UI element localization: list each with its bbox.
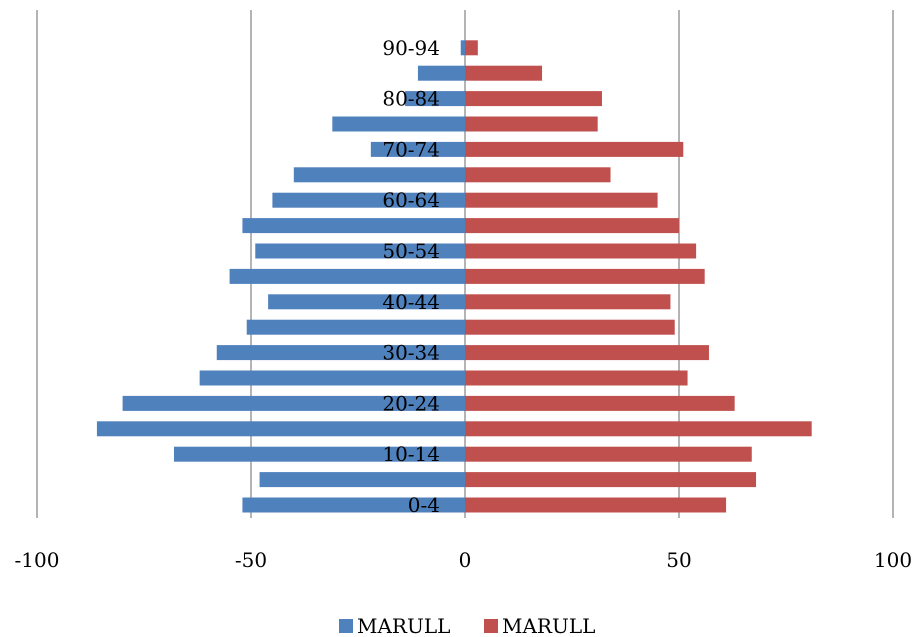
bar-series0-25-29 [199, 370, 465, 386]
bar-series0-80-84 [405, 91, 465, 107]
bar-series0-45-49 [229, 268, 465, 284]
category-label: 80-84 [382, 87, 440, 111]
bar-series1-65-69 [465, 167, 611, 183]
bar-series1-75-79 [465, 116, 598, 132]
bar-series1-55-59 [465, 218, 679, 234]
bar-series1-0-4 [465, 497, 727, 513]
category-label: 90-94 [382, 36, 440, 60]
bar-series1-40-44 [465, 294, 671, 310]
bar-series1-60-64 [465, 192, 658, 208]
x-tick-label: -50 [235, 548, 267, 572]
bar-series0-65-69 [293, 167, 465, 183]
category-label: 30-34 [382, 341, 440, 365]
bar-series0-85-89 [417, 65, 465, 81]
legend: MARULL MARULL [339, 614, 595, 637]
category-label: 50-54 [382, 239, 440, 263]
bar-series0-55-59 [242, 218, 465, 234]
bar-series1-35-39 [465, 319, 675, 335]
bar-series1-25-29 [465, 370, 688, 386]
bar-series0-40-44 [268, 294, 465, 310]
category-label: 0-4 [408, 493, 440, 517]
category-labels: 0-4 10-14 20-24 30-34 40-44 50-54 60-64 70-74 80… [382, 36, 440, 517]
bar-series1-20-24 [465, 395, 735, 411]
bar-series0-75-79 [332, 116, 465, 132]
bar-series0-0-4 [242, 497, 465, 513]
bar-series0-70-74 [370, 141, 465, 157]
bar-series1-10-14 [465, 446, 752, 462]
x-tick-label: 0 [459, 548, 472, 572]
bar-series0-15-19 [96, 421, 466, 437]
category-label: 60-64 [382, 188, 440, 212]
category-label: 10-14 [382, 442, 440, 466]
bar-series1-80-84 [465, 91, 602, 107]
bar-series1-15-19 [465, 421, 812, 437]
bar-series1-45-49 [465, 268, 705, 284]
series-left-bars [96, 40, 466, 513]
series-right-bars [465, 40, 812, 513]
bar-series0-10-14 [173, 446, 465, 462]
category-label: 20-24 [382, 391, 440, 415]
legend-label: MARULL [502, 614, 595, 637]
grid-lines [36, 10, 894, 518]
bar-series0-50-54 [255, 243, 465, 259]
x-tick-label: 50 [666, 548, 691, 572]
bar-series0-35-39 [246, 319, 465, 335]
bar-series0-20-24 [122, 395, 465, 411]
x-tick-label: -100 [15, 548, 60, 572]
bar-series1-5-9 [465, 472, 757, 488]
bar-series1-85-89 [465, 65, 543, 81]
x-tick-label: 100 [874, 548, 912, 572]
bar-series1-90-94 [465, 40, 478, 56]
x-tick-labels: -100 -50 0 50 100 [15, 548, 913, 572]
category-label: 40-44 [382, 290, 440, 314]
bar-series0-5-9 [259, 472, 465, 488]
category-label: 70-74 [382, 137, 440, 161]
bar-series1-70-74 [465, 141, 684, 157]
legend-swatch [339, 619, 353, 633]
bar-series1-30-34 [465, 345, 709, 361]
legend-swatch [484, 619, 498, 633]
legend-label: MARULL [357, 614, 450, 637]
bar-series0-30-34 [216, 345, 465, 361]
bar-series0-90-94 [460, 40, 465, 56]
bar-series1-50-54 [465, 243, 697, 259]
bar-series0-60-64 [272, 192, 465, 208]
